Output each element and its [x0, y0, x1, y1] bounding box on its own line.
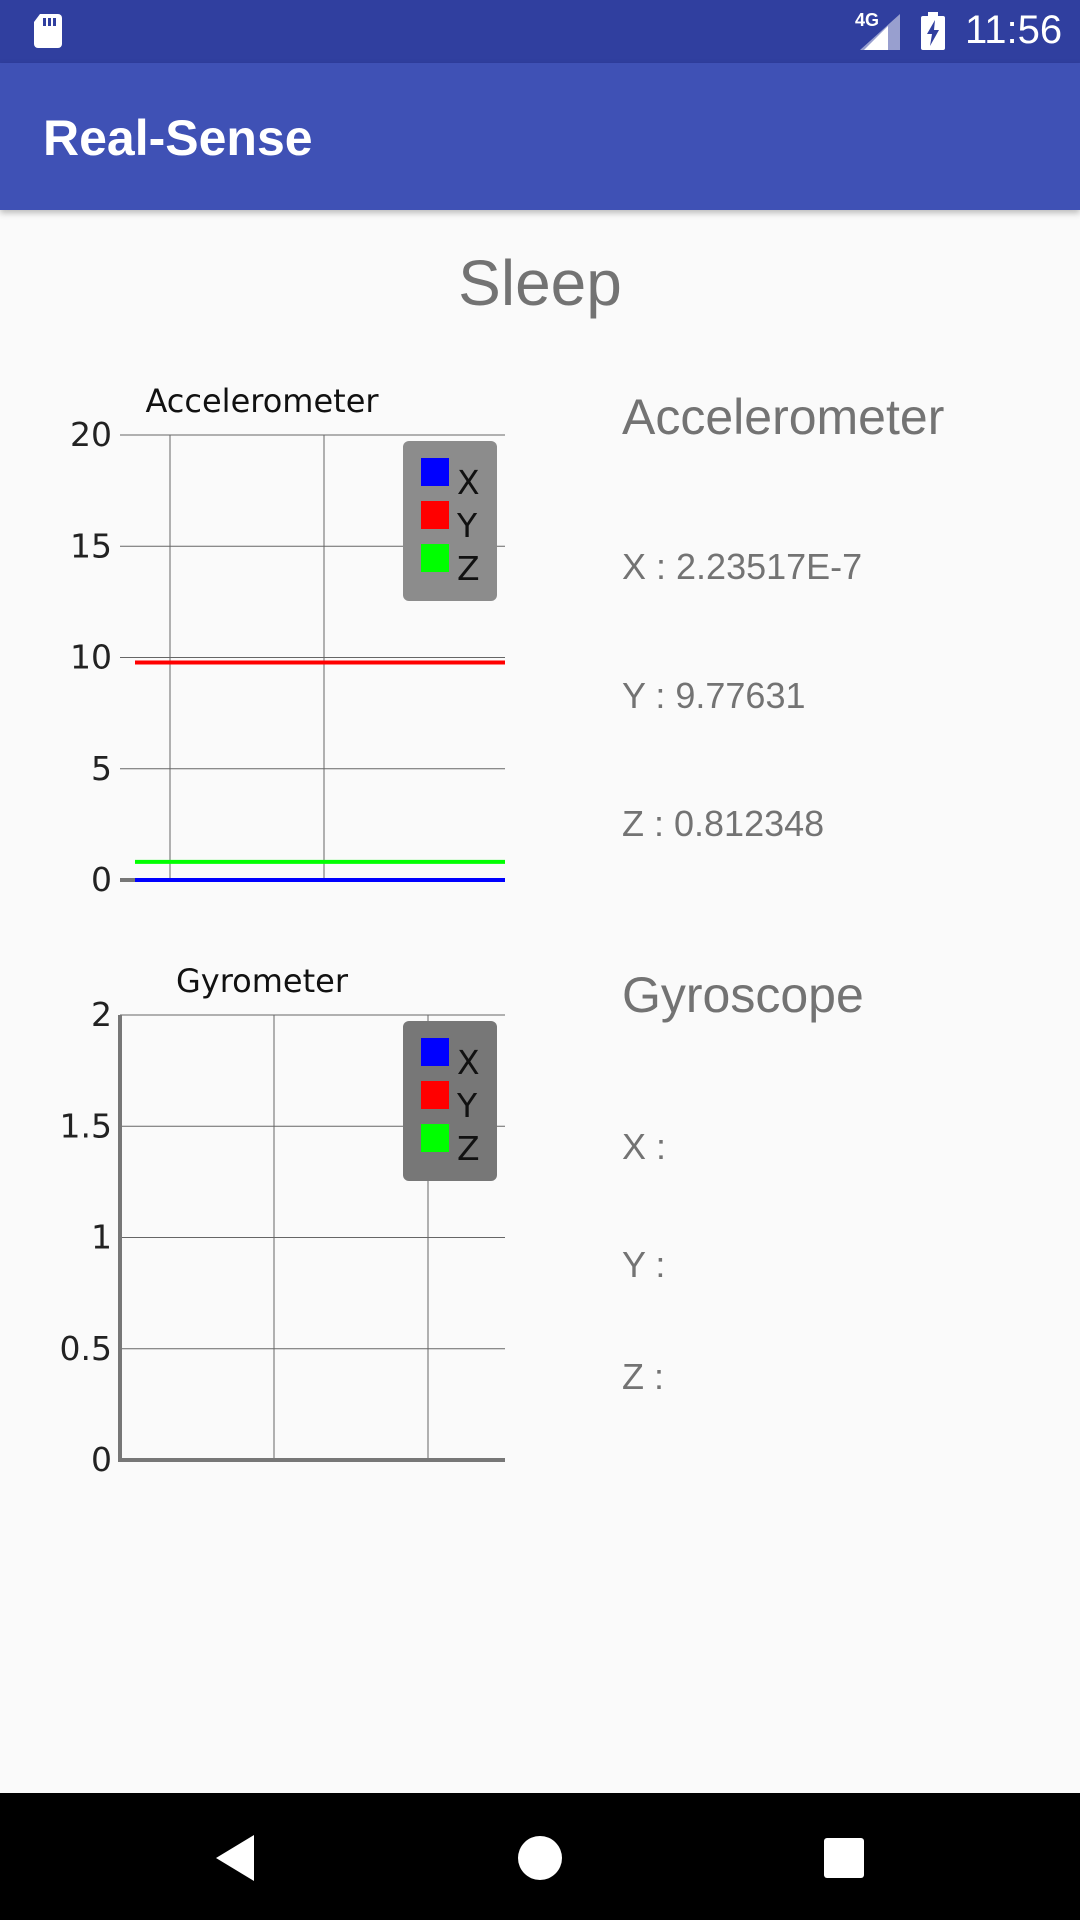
accelerometer-legend-label-x: X — [457, 463, 480, 502]
sd-card-icon — [34, 14, 62, 48]
gyroscope-heading: Gyroscope — [622, 967, 864, 1023]
accelerometer-legend — [403, 441, 497, 601]
activity-title: Sleep — [458, 247, 622, 319]
gyroscope-x-value: X : — [622, 1126, 667, 1167]
accelerometer-y-tick-label: 5 — [91, 749, 112, 788]
accelerometer-chart-svg: Accelerometer 0 5 10 15 20 XYZ — [70, 382, 505, 899]
gyrometer-legend-label-y: Y — [456, 1086, 478, 1125]
accelerometer-z-value: Z : 0.812348 — [622, 803, 825, 844]
gyrometer-legend — [403, 1021, 497, 1181]
gyrometer-chart-title: Gyrometer — [176, 962, 349, 1000]
gyroscope-y-value: Y : — [622, 1244, 666, 1285]
accelerometer-legend-label-y: Y — [456, 506, 478, 545]
gyrometer-legend-label-z: Z — [457, 1129, 480, 1168]
app-bar: Real-Sense — [0, 63, 1080, 210]
accelerometer-heading: Accelerometer — [622, 389, 945, 445]
recents-icon[interactable] — [809, 1823, 879, 1893]
accelerometer-legend-swatch-x — [421, 458, 449, 486]
accelerometer-readings: Accelerometer X : 2.23517E-7 Y : 9.77631… — [622, 380, 1062, 860]
gyrometer-y-tick-label: 1.5 — [60, 1106, 112, 1145]
accelerometer-chart: Accelerometer 0 5 10 15 20 X Y Z — [0, 370, 560, 910]
gyrometer-y-tick-label: 1 — [91, 1218, 112, 1257]
accelerometer-chart-title: Accelerometer — [145, 382, 379, 420]
gyrometer-y-tick-label: 0.5 — [60, 1329, 112, 1368]
gyrometer-legend-swatch-y — [421, 1081, 449, 1109]
gyrometer-legend-swatch-z — [421, 1124, 449, 1152]
accelerometer-legend-swatch-y — [421, 501, 449, 529]
accelerometer-x-value: X : 2.23517E-7 — [622, 546, 863, 587]
gyrometer-chart: Gyrometer 0 0.5 1 1.5 2 X Y Z — [0, 950, 560, 1490]
gyroscope-z-value: Z : — [622, 1356, 664, 1397]
gyrometer-y-tick-label: 0 — [91, 1440, 112, 1479]
app-title: Real-Sense — [43, 110, 313, 166]
status-clock: 11:56 — [965, 8, 1063, 52]
battery-charging-icon — [921, 12, 945, 50]
home-icon[interactable] — [505, 1823, 575, 1893]
back-icon[interactable] — [200, 1823, 270, 1893]
gyrometer-y-tick-label: 2 — [91, 995, 112, 1034]
gyrometer-chart-svg: Gyrometer 0 0.5 1 1.5 2 XYZ — [60, 962, 505, 1479]
navigation-bar — [0, 1793, 1080, 1920]
accelerometer-y-tick-label: 0 — [91, 860, 112, 899]
accelerometer-legend-label-z: Z — [457, 549, 480, 588]
accelerometer-legend-swatch-z — [421, 544, 449, 572]
gyroscope-readings: Gyroscope X : Y : Z : — [622, 958, 1062, 1398]
accelerometer-y-tick-label: 20 — [70, 415, 112, 454]
accelerometer-y-tick-label: 15 — [70, 526, 112, 565]
gyrometer-legend-label-x: X — [457, 1043, 480, 1082]
gyrometer-legend-swatch-x — [421, 1038, 449, 1066]
accelerometer-y-value: Y : 9.77631 — [622, 675, 806, 716]
network-type-badge: 4G — [855, 10, 880, 30]
status-bar: 4G 11:56 — [0, 0, 1080, 63]
signal-icon — [860, 14, 900, 50]
accelerometer-y-tick-label: 10 — [70, 638, 112, 677]
